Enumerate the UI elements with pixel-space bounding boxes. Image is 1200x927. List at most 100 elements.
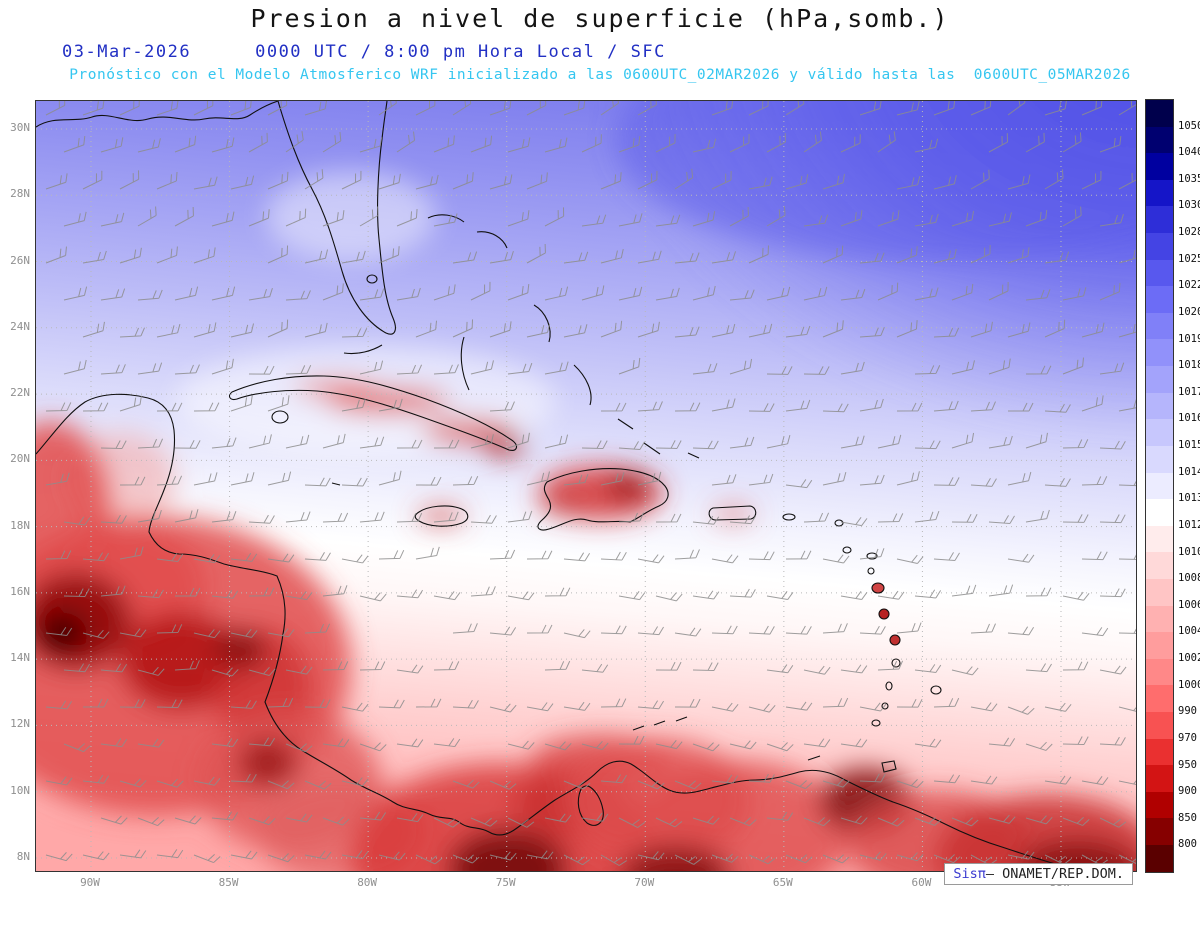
valid-hour: 0000 UTC / 8:00 pm Hora Local / SFC xyxy=(255,42,666,62)
watermark-brand: Sisπ xyxy=(953,866,986,882)
colorbar-tick-label: 1008 xyxy=(1177,572,1200,586)
colorbar-segment xyxy=(1146,738,1173,766)
lat-tick-label: 16N xyxy=(10,584,30,598)
colorbar-tick-label: 1017 xyxy=(1177,385,1200,399)
colorbar-segment xyxy=(1146,100,1173,127)
colorbar-tick-label: 1028 xyxy=(1177,226,1200,240)
colorbar-tick-label: 850 xyxy=(1177,811,1198,825)
colorbar-tick-label: 1025 xyxy=(1177,252,1200,266)
colorbar-tick-label: 1014 xyxy=(1177,465,1200,479)
colorbar-segment xyxy=(1146,605,1173,633)
colorbar-tick-label: 1035 xyxy=(1177,172,1200,186)
st-lucia xyxy=(891,658,901,668)
colorbar-tick-label: 1015 xyxy=(1177,439,1200,453)
colorbar-tick-label: 1006 xyxy=(1177,598,1200,612)
cayman xyxy=(331,482,341,486)
colorbar-tick-label: 990 xyxy=(1177,705,1198,719)
colorbar-segment xyxy=(1146,233,1173,260)
hispaniola-coastline xyxy=(537,468,669,531)
st-martin xyxy=(834,519,844,527)
colorbar-segment xyxy=(1146,153,1173,180)
margarita xyxy=(807,755,821,761)
colorbar-segment xyxy=(1146,179,1173,207)
abc-islands xyxy=(632,716,688,731)
montserrat xyxy=(867,567,875,575)
turks-caicos xyxy=(687,452,700,459)
virgin-islands xyxy=(782,513,796,521)
valid-date: 03-Mar-2026 xyxy=(62,42,192,62)
bahamas-eleuthera xyxy=(533,304,551,343)
isle-of-youth xyxy=(271,410,289,424)
colorbar-labels: 1050 1040 1035 1030 1028 1025 1022 1020 1019 1018… xyxy=(1177,100,1200,872)
bahamas-abaco xyxy=(476,231,508,249)
colorbar-segment xyxy=(1146,845,1173,872)
watermark-suffix: – ONAMET/REP.DOM. xyxy=(985,866,1124,882)
lon-tick-label: 85W xyxy=(218,876,239,889)
colorbar-tick-label: 1019 xyxy=(1177,332,1200,346)
lon-tick-label: 70W xyxy=(634,876,655,889)
forecast-note: Pronóstico con el Modelo Atmosferico WRF… xyxy=(69,67,1131,83)
bahamas-long-island xyxy=(573,364,592,406)
puerto-rico-coastline xyxy=(708,505,757,521)
colorbar-segment xyxy=(1146,552,1173,579)
lat-tick-label: 22N xyxy=(10,386,30,400)
colorbar-tick-label: 1013 xyxy=(1177,492,1200,506)
colorbar-segment xyxy=(1146,419,1173,446)
wind-barbs xyxy=(45,93,1146,866)
trinidad xyxy=(881,760,897,773)
jamaica-coastline xyxy=(414,505,469,527)
colorbar-segment xyxy=(1146,312,1173,340)
cuba-coastline xyxy=(228,375,518,451)
florida-keys xyxy=(343,344,383,355)
lon-tick-label: 90W xyxy=(80,876,100,889)
colorbar-segment xyxy=(1146,765,1173,792)
colorbar-tick-label: 1002 xyxy=(1177,652,1200,666)
gulf-coastline xyxy=(35,100,279,128)
lon-tick-label: 75W xyxy=(495,876,516,889)
colorbar-segment xyxy=(1146,712,1173,739)
coastlines xyxy=(35,100,1137,883)
colorbar: 1050 1040 1035 1030 1028 1025 1022 1020 1019 1018… xyxy=(1145,99,1200,873)
colorbar-segment xyxy=(1146,685,1173,713)
lat-tick-label: 28N xyxy=(10,187,30,201)
colorbar-tick-label: 1010 xyxy=(1177,545,1200,559)
colorbar-tick-label: 1004 xyxy=(1177,625,1200,639)
lat-tick-label: 10N xyxy=(10,783,30,797)
colorbar-segment xyxy=(1146,472,1173,500)
colorbar-segment xyxy=(1146,818,1173,846)
lat-tick-label: 18N xyxy=(10,518,30,532)
bahamas-cay-1 xyxy=(617,418,634,430)
colorbar-tick-label: 1018 xyxy=(1177,359,1200,373)
colorbar-tick-label: 1016 xyxy=(1177,412,1200,426)
dominica xyxy=(878,608,890,620)
lat-tick-label: 30N xyxy=(10,121,30,134)
colorbar-segment xyxy=(1146,658,1173,686)
south-america-coastline xyxy=(458,760,1137,883)
colorbar-segment xyxy=(1146,126,1173,154)
central-america-coastline xyxy=(35,393,460,823)
colorbar-tick-label: 1020 xyxy=(1177,305,1200,319)
colorbar-tick-label: 800 xyxy=(1177,838,1198,852)
colorbar-tick-label: 1050 xyxy=(1177,119,1200,133)
colorbar-tick-label: 1022 xyxy=(1177,279,1200,293)
colorbar-segment xyxy=(1146,366,1173,393)
colorbar-tick-label: 950 xyxy=(1177,758,1198,772)
colorbar-segment xyxy=(1146,525,1173,553)
colorbar-segment xyxy=(1146,445,1173,473)
antigua xyxy=(866,552,878,560)
colorbar-tick-label: 1000 xyxy=(1177,678,1200,692)
martinique xyxy=(889,634,901,646)
chart-title: Presion a nivel de superficie (hPa,somb.… xyxy=(250,4,950,33)
st-kitts xyxy=(842,546,852,554)
lat-tick-label: 24N xyxy=(10,319,30,333)
grenadines xyxy=(881,702,889,710)
colorbar-tick-label: 970 xyxy=(1177,731,1198,745)
colorbar-tick-label: 1030 xyxy=(1177,199,1200,213)
colorbar-segment xyxy=(1146,578,1173,606)
colorbar-tick-label: 1040 xyxy=(1177,146,1200,160)
lat-axis: 30N 28N 26N 24N 22N 20N 18N 16N 14N 12N 10N 8N xyxy=(2,100,33,870)
bahamas-cay-2 xyxy=(643,442,661,455)
colorbar-segment xyxy=(1146,791,1173,819)
